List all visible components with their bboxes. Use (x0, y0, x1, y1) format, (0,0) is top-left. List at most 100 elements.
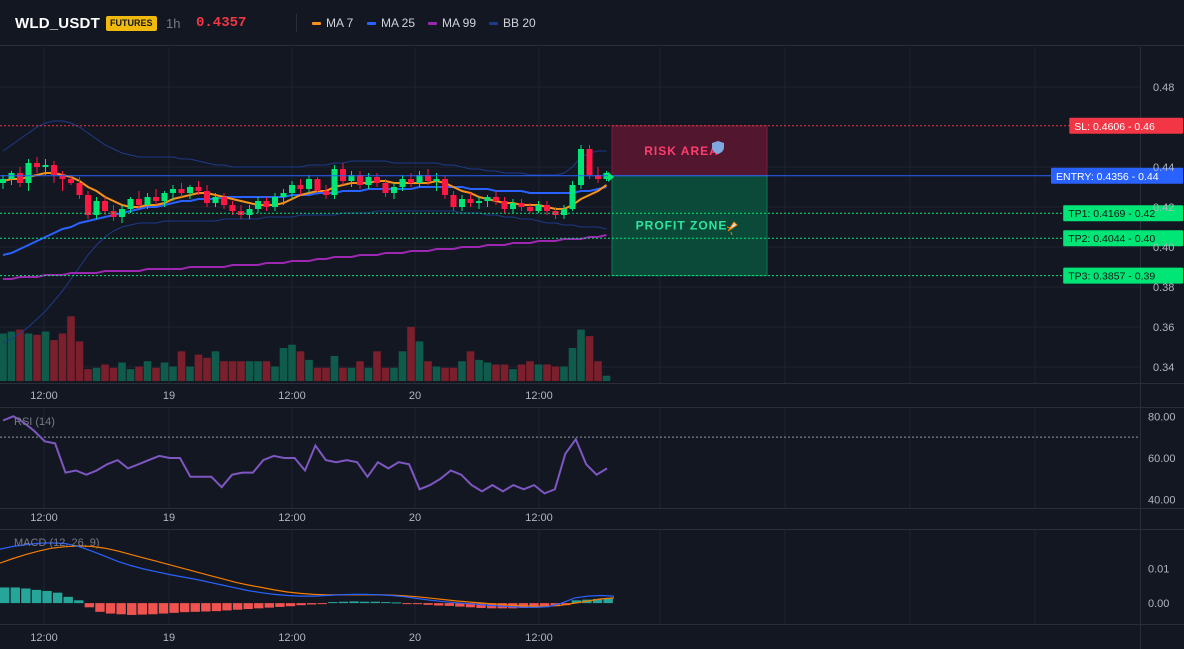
macd-histogram-bar (222, 603, 232, 611)
macd-histogram-bar (63, 596, 73, 604)
volume-bar (602, 375, 611, 381)
volume-bar (441, 367, 449, 381)
macd-histogram-bar (254, 603, 264, 609)
candle-body (340, 169, 346, 181)
volume-bar (118, 362, 126, 381)
candle-body (289, 185, 295, 193)
candle-body (76, 183, 83, 195)
volume-bar (203, 357, 211, 381)
volume-bar (551, 366, 560, 381)
volume-bars (0, 316, 611, 381)
volume-bar (75, 341, 84, 381)
volume-bar (211, 351, 220, 381)
macd-histogram-bar (381, 602, 391, 604)
macd-histogram-bar (603, 598, 613, 604)
macd-histogram-bar (465, 603, 476, 608)
level-tag-text: TP2: 0.4044 - 0.40 (1068, 233, 1155, 245)
level-tag (1063, 230, 1183, 247)
candle-body (255, 201, 261, 209)
volume-bar (373, 351, 381, 381)
candle-body (110, 211, 117, 217)
candle-body (399, 179, 406, 187)
time-axis-tick: 12:00 (278, 512, 306, 524)
macd-histogram-bar (105, 603, 116, 614)
candle-body (348, 175, 355, 181)
volume-bar (245, 361, 254, 381)
macd-histogram-bar (148, 603, 158, 615)
last-price: 0.4357 (196, 15, 247, 31)
macd-histogram-bar (402, 603, 412, 605)
candle-body (178, 189, 185, 193)
rsi-axis-tick: 40.00 (1148, 495, 1176, 507)
legend-ma7[interactable]: MA 7 (312, 16, 353, 30)
candle-body (569, 185, 576, 209)
macd-axis-tick: 0.01 (1148, 563, 1169, 575)
macd-histogram-bar (211, 603, 222, 612)
candle-body (93, 201, 100, 215)
volume-bar (262, 361, 271, 381)
volume-bar (101, 364, 109, 381)
volume-bar (313, 367, 322, 381)
price-axis-tick: 0.38 (1153, 282, 1174, 294)
level-tag-text: ENTRY: 0.4356 - 0.44 (1056, 171, 1159, 183)
macd-histogram-bar (179, 603, 190, 613)
macd-histogram-bar (74, 600, 84, 604)
candle-body (501, 201, 508, 209)
candle-body (68, 179, 74, 183)
macd-histogram-bar (169, 603, 179, 613)
volume-bar (594, 361, 602, 381)
legend-bb20[interactable]: BB 20 (489, 16, 536, 30)
macd-histogram-bar (232, 603, 243, 610)
candle-body (552, 211, 559, 215)
volume-bar (109, 367, 118, 381)
ma99-line (3, 234, 607, 280)
level-tag-text: SL: 0.4606 - 0.46 (1074, 121, 1155, 133)
macd-histogram-bar (0, 587, 10, 604)
macd-histogram-bar (158, 603, 169, 614)
candle-body (586, 149, 593, 175)
macd-histogram-bar (307, 603, 317, 605)
macd-signal-line (0, 545, 615, 607)
level-tag-text: TP3: 0.3857 - 0.39 (1068, 271, 1155, 283)
candle-body (195, 187, 202, 191)
legend-ma25[interactable]: MA 25 (367, 16, 415, 30)
volume-bar (390, 367, 398, 381)
futures-badge: FUTURES (106, 16, 157, 31)
macd-histogram-bar (434, 603, 444, 606)
macd-histogram-bar (592, 598, 603, 604)
candle-body (229, 205, 236, 211)
rsi-axis-tick: 80.00 (1148, 411, 1176, 423)
volume-bar (492, 364, 500, 381)
candle-body (170, 189, 176, 193)
candle-body (187, 187, 193, 193)
time-axis-tick: 19 (163, 512, 175, 524)
candle-body (272, 197, 278, 207)
candle-body (382, 183, 389, 193)
volume-bar (279, 348, 288, 381)
volume-bar (500, 364, 509, 381)
macd-histogram-bar (137, 603, 148, 615)
symbol-name[interactable]: WLD_USDT (15, 15, 100, 32)
legend-ma99[interactable]: MA 99 (428, 16, 476, 30)
macd-line (0, 542, 615, 608)
time-axis-tick: 19 (163, 390, 175, 402)
header-divider (296, 14, 297, 32)
macd-histogram-bar (31, 589, 42, 604)
volume-bar (92, 367, 101, 381)
candle-body (102, 201, 108, 211)
candle-body (357, 175, 363, 185)
candle-body (85, 195, 91, 215)
price-axis-tick: 0.34 (1153, 362, 1174, 374)
volume-bar (16, 329, 24, 381)
price-axis-tick: 0.40 (1153, 242, 1174, 254)
volume-bar (33, 334, 41, 381)
candle-body (365, 177, 372, 185)
time-axis-tick: 12:00 (525, 390, 553, 402)
volume-bar (543, 364, 551, 381)
candle-body (331, 169, 338, 195)
timeframe-label[interactable]: 1h (166, 16, 181, 31)
axes: 0.48 0.44 0.42 0.40 0.38 0.36 0.34 12:00 19 12:00… (30, 82, 1174, 644)
time-axis-tick: 12:00 (525, 512, 553, 524)
macd-histogram-bar (349, 601, 359, 604)
